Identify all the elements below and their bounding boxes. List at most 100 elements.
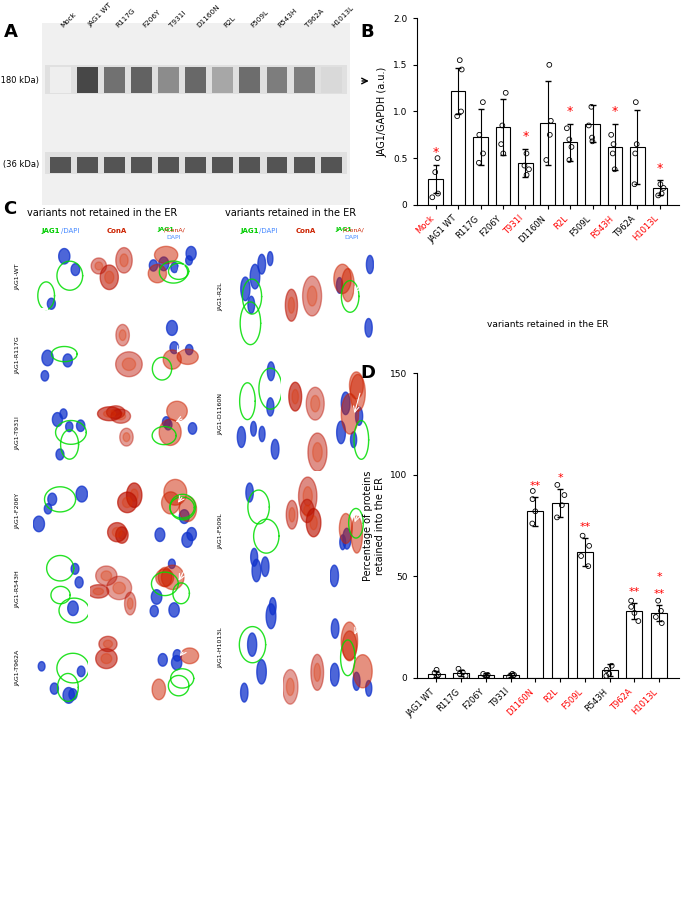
Bar bbox=[577, 552, 593, 678]
Y-axis label: JAG1/GAPDH (a.u.): JAG1/GAPDH (a.u.) bbox=[377, 66, 388, 157]
Text: DAPI: DAPI bbox=[167, 235, 181, 240]
Point bbox=[583, 118, 594, 133]
Point bbox=[650, 610, 662, 624]
Polygon shape bbox=[93, 588, 104, 595]
Text: *: * bbox=[656, 572, 662, 582]
Polygon shape bbox=[111, 410, 130, 423]
Text: **: ** bbox=[629, 587, 640, 597]
Polygon shape bbox=[71, 563, 79, 574]
Point bbox=[482, 670, 493, 684]
Polygon shape bbox=[96, 566, 117, 585]
Bar bbox=[239, 157, 260, 173]
Point bbox=[544, 57, 555, 72]
Polygon shape bbox=[340, 535, 346, 550]
Point bbox=[564, 153, 575, 167]
Polygon shape bbox=[251, 421, 256, 436]
Point bbox=[630, 95, 641, 109]
Polygon shape bbox=[342, 268, 354, 302]
Polygon shape bbox=[113, 528, 122, 537]
Point bbox=[530, 504, 541, 519]
Polygon shape bbox=[289, 382, 302, 411]
Bar bbox=[496, 127, 510, 205]
Bar bbox=[451, 91, 466, 205]
Text: variants retained in the ER: variants retained in the ER bbox=[487, 320, 608, 329]
Polygon shape bbox=[158, 653, 167, 666]
Polygon shape bbox=[186, 256, 192, 265]
Text: JAG1 (180 kDa): JAG1 (180 kDa) bbox=[0, 76, 39, 86]
Text: JAG1: JAG1 bbox=[157, 227, 174, 232]
Point bbox=[629, 606, 640, 621]
Polygon shape bbox=[365, 681, 372, 696]
Polygon shape bbox=[116, 413, 125, 420]
Point bbox=[527, 484, 538, 499]
Polygon shape bbox=[48, 493, 57, 505]
Text: A: A bbox=[4, 23, 18, 41]
Polygon shape bbox=[155, 247, 178, 264]
Polygon shape bbox=[283, 670, 298, 704]
Polygon shape bbox=[306, 388, 324, 420]
Polygon shape bbox=[354, 654, 372, 688]
Point bbox=[603, 667, 615, 682]
Polygon shape bbox=[356, 407, 363, 425]
Bar bbox=[601, 670, 617, 678]
Polygon shape bbox=[106, 406, 125, 419]
Point bbox=[607, 147, 618, 161]
Polygon shape bbox=[150, 605, 158, 617]
Point bbox=[577, 529, 588, 543]
Text: F206Y: F206Y bbox=[141, 8, 162, 28]
Polygon shape bbox=[127, 598, 133, 610]
Bar bbox=[186, 67, 206, 93]
Point bbox=[456, 62, 468, 76]
Polygon shape bbox=[167, 320, 177, 336]
Point bbox=[427, 190, 438, 205]
Bar bbox=[552, 503, 568, 678]
Point bbox=[431, 662, 442, 677]
Point bbox=[544, 127, 555, 142]
Polygon shape bbox=[77, 666, 85, 677]
Polygon shape bbox=[127, 483, 142, 508]
Polygon shape bbox=[331, 619, 339, 638]
Text: B: B bbox=[360, 23, 374, 41]
Text: R543H: R543H bbox=[277, 6, 298, 28]
Bar bbox=[518, 163, 533, 205]
Polygon shape bbox=[314, 663, 321, 682]
Polygon shape bbox=[76, 420, 85, 431]
Point bbox=[431, 670, 442, 684]
Point bbox=[433, 187, 444, 201]
Polygon shape bbox=[76, 486, 88, 502]
Text: JAG1: JAG1 bbox=[42, 228, 60, 234]
Point bbox=[508, 669, 519, 683]
Point bbox=[601, 662, 612, 677]
Point bbox=[508, 668, 519, 682]
Polygon shape bbox=[159, 257, 169, 270]
Polygon shape bbox=[119, 329, 126, 340]
Polygon shape bbox=[52, 412, 62, 427]
Point bbox=[454, 53, 466, 67]
Polygon shape bbox=[162, 491, 180, 514]
Point bbox=[540, 153, 552, 167]
Polygon shape bbox=[179, 510, 189, 523]
Bar bbox=[45, 152, 347, 174]
Polygon shape bbox=[68, 601, 78, 615]
Text: JAG1-D1160N: JAG1-D1160N bbox=[218, 393, 223, 435]
Bar bbox=[158, 67, 179, 93]
Polygon shape bbox=[313, 442, 322, 461]
Polygon shape bbox=[307, 509, 321, 537]
Point bbox=[519, 158, 530, 173]
Point bbox=[433, 668, 444, 682]
Point bbox=[564, 132, 575, 147]
Text: JAG1-R543H: JAG1-R543H bbox=[15, 571, 20, 608]
Polygon shape bbox=[186, 345, 193, 355]
Bar bbox=[428, 674, 444, 678]
Text: T962A: T962A bbox=[304, 7, 325, 28]
Point bbox=[587, 134, 598, 148]
Point bbox=[556, 498, 568, 512]
Text: GAPDH (36 kDa): GAPDH (36 kDa) bbox=[0, 160, 39, 169]
Polygon shape bbox=[104, 410, 116, 417]
Polygon shape bbox=[258, 254, 265, 274]
Bar bbox=[651, 613, 667, 678]
Polygon shape bbox=[349, 372, 363, 399]
Text: *: * bbox=[612, 105, 618, 118]
Polygon shape bbox=[120, 254, 128, 267]
Polygon shape bbox=[330, 663, 339, 686]
